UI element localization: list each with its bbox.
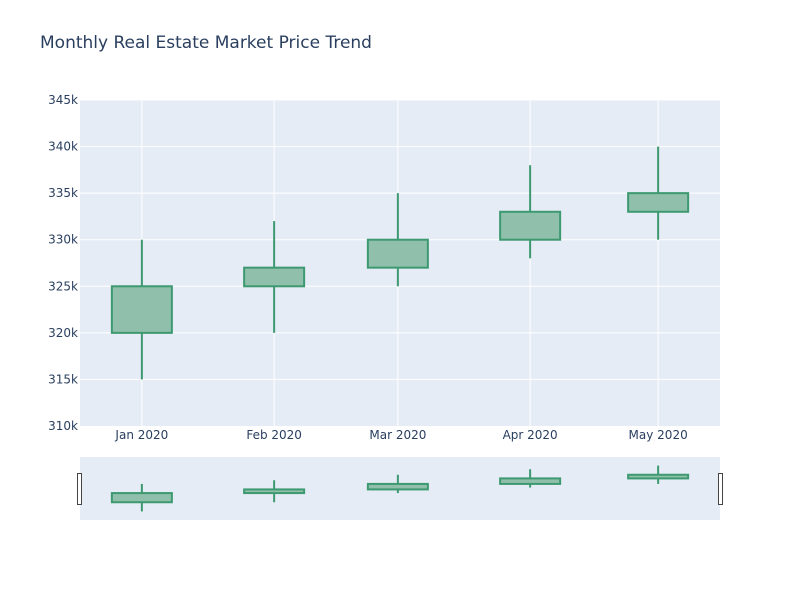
x-tick-label: Mar 2020 xyxy=(369,428,426,442)
candle-body[interactable] xyxy=(110,285,173,334)
slider-candle-body xyxy=(366,482,429,491)
x-tick-label: Feb 2020 xyxy=(246,428,302,442)
y-tick-label: 345k xyxy=(48,93,78,107)
y-tick-label: 325k xyxy=(48,279,78,293)
chart-title: Monthly Real Estate Market Price Trend xyxy=(40,33,372,53)
slider-candle-body xyxy=(243,488,306,495)
slider-candle-body xyxy=(110,492,173,504)
y-tick-label: 335k xyxy=(48,186,78,200)
range-slider-left-handle[interactable] xyxy=(77,473,82,505)
y-tick-label: 320k xyxy=(48,326,78,340)
candle-body[interactable] xyxy=(627,192,690,213)
y-tick-label: 340k xyxy=(48,140,78,154)
range-slider-right-handle[interactable] xyxy=(718,473,723,505)
candle-body[interactable] xyxy=(243,266,306,288)
y-tick-label: 330k xyxy=(48,233,78,247)
x-tick-label: Jan 2020 xyxy=(114,428,168,442)
slider-candle-body xyxy=(499,477,562,485)
y-tick-label: 315k xyxy=(48,372,78,386)
candle-body[interactable] xyxy=(499,210,562,241)
x-tick-label: Apr 2020 xyxy=(503,428,558,442)
slider-candle-body xyxy=(627,473,690,480)
y-tick-label: 310k xyxy=(48,419,78,433)
candle-body[interactable] xyxy=(366,238,429,269)
x-tick-label: May 2020 xyxy=(629,428,688,442)
